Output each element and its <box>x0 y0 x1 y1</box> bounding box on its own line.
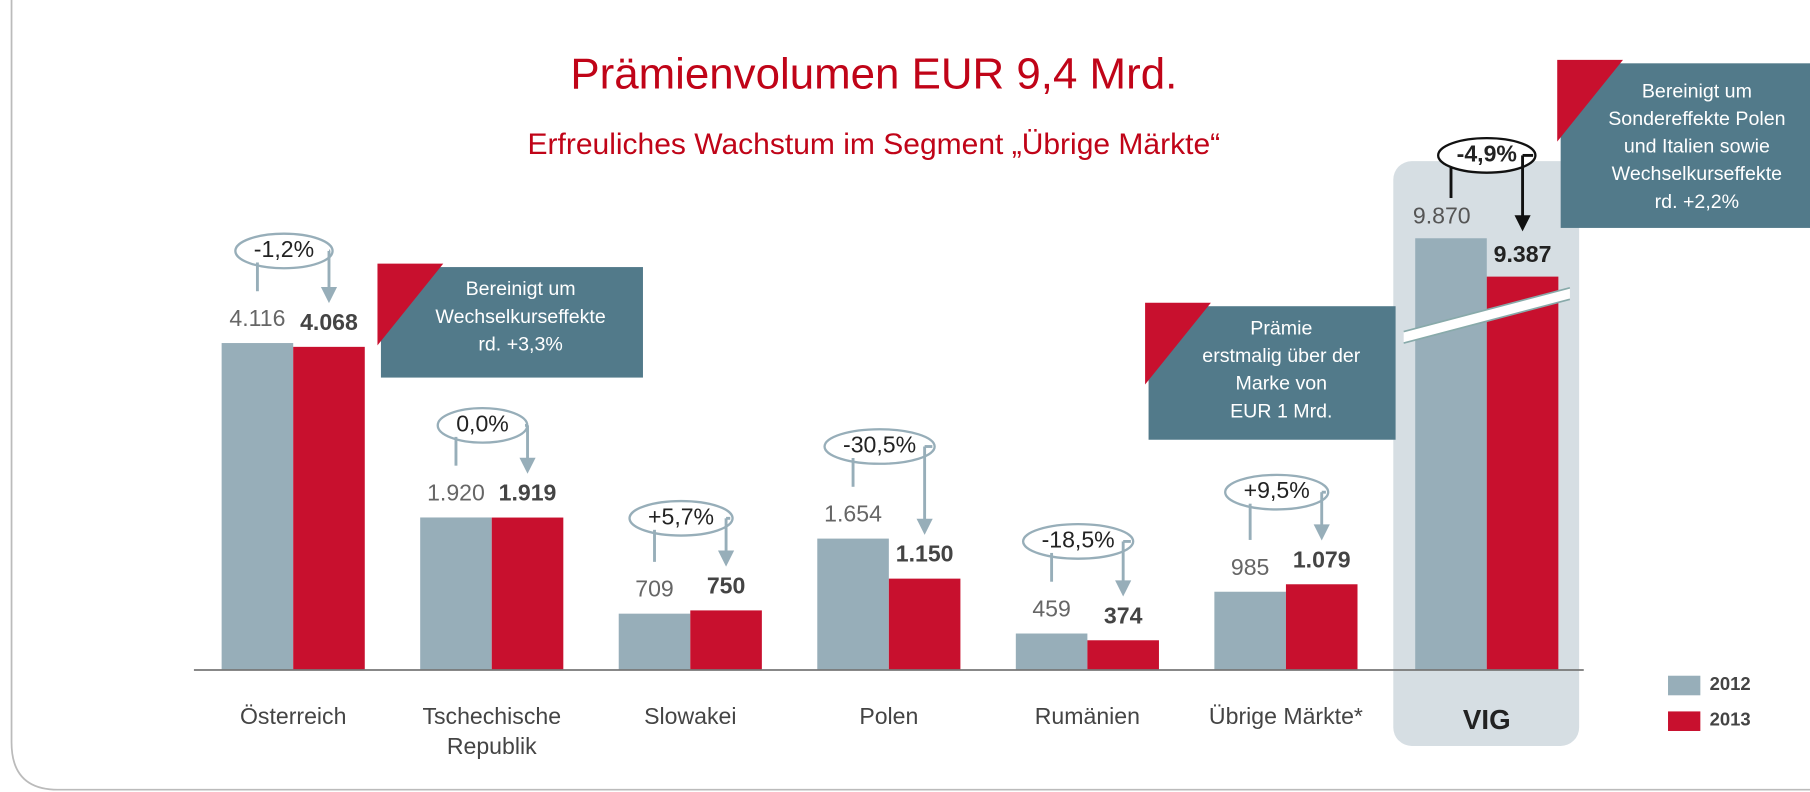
callout-text: und Italien sowie <box>1624 136 1770 158</box>
bar <box>1415 238 1487 670</box>
arrow-head <box>717 550 735 567</box>
value-label: 4.068 <box>300 309 358 335</box>
change-label: -18,5% <box>1042 527 1115 553</box>
bar <box>293 346 365 670</box>
change-label: +5,7% <box>648 503 714 529</box>
change-label: +9,5% <box>1244 477 1310 503</box>
axis-break <box>1403 287 1570 344</box>
x-tick-label: Rumänien <box>1034 704 1141 730</box>
arrow-head <box>320 286 338 304</box>
x-tick-label: Österreich <box>239 704 347 730</box>
x-tick-label: Polen <box>859 704 919 730</box>
change-bubble <box>823 428 936 465</box>
change-bubble <box>234 232 334 270</box>
bar <box>491 517 564 670</box>
bar <box>1214 591 1286 670</box>
change-label: 0,0% <box>456 410 509 436</box>
change-label: -4,9% <box>1457 141 1517 167</box>
callout-text: Prämie <box>1250 317 1312 339</box>
x-tick-label: Tschechische Republik <box>422 704 562 760</box>
value-label: 4.116 <box>229 305 285 331</box>
value-label: 1.079 <box>1293 546 1351 572</box>
value-label: 985 <box>1231 554 1270 580</box>
chart-title: Prämienvolumen EUR 9,4 Mrd. <box>570 50 1177 99</box>
legend-swatch <box>1668 675 1701 696</box>
value-label: 9.387 <box>1494 241 1552 267</box>
x-tick-label: Slowakei <box>644 704 737 730</box>
arrow-head <box>916 518 933 535</box>
value-label: 1.919 <box>499 480 557 506</box>
change-label: -30,5% <box>843 432 916 458</box>
x-tick-label: Übrige Märkte* <box>1208 704 1363 730</box>
arrow-head <box>1514 215 1531 232</box>
slide-frame <box>10 0 1810 791</box>
change-label: -1,2% <box>254 236 314 262</box>
bar <box>690 610 762 670</box>
bar <box>1087 640 1159 670</box>
callout-text: Bereinigt um <box>1642 80 1752 102</box>
bar <box>420 517 492 670</box>
x-tick-label: VIG <box>1463 704 1511 735</box>
arrow-head <box>1313 524 1330 541</box>
value-label: 459 <box>1032 596 1071 622</box>
bar <box>221 343 294 670</box>
callout-text: Sondereffekte Polen <box>1608 108 1785 130</box>
arrow-head <box>519 457 536 474</box>
callout-text: rd. +2,2% <box>1655 191 1739 213</box>
callout-text: EUR 1 Mrd. <box>1230 400 1332 422</box>
value-label: 1.920 <box>427 480 485 506</box>
value-label: 1.654 <box>824 501 882 527</box>
bar <box>618 613 691 670</box>
legend-swatch <box>1668 711 1701 731</box>
chart-subtitle: Erfreuliches Wachstum im Segment „Übrige… <box>528 128 1221 161</box>
callout-text: Bereinigt um <box>466 278 576 300</box>
arrow-head <box>1115 580 1132 597</box>
callout-text: Marke von <box>1236 373 1328 395</box>
value-label: 750 <box>707 572 746 598</box>
legend-label: 2013 <box>1710 709 1751 730</box>
bar <box>1486 276 1559 670</box>
value-label: 9.870 <box>1413 203 1471 229</box>
callout-text: Wechselkurseffekte <box>1612 163 1782 185</box>
change-bubble <box>1437 136 1537 174</box>
legend-label: 2012 <box>1710 673 1751 694</box>
callout-box <box>1560 63 1810 228</box>
callout-text: Wechselkurseffekte <box>435 306 605 328</box>
change-bubble <box>1021 523 1135 560</box>
callout-text: erstmalig über der <box>1202 345 1360 367</box>
value-label: 1.150 <box>896 541 954 567</box>
bar <box>817 538 889 670</box>
change-bubble <box>1224 473 1330 511</box>
bar <box>1015 633 1088 670</box>
bar <box>888 578 961 670</box>
callout-text: rd. +3,3% <box>478 334 562 356</box>
value-label: 709 <box>635 576 674 602</box>
change-bubble <box>628 499 734 537</box>
callout-corner <box>377 263 444 346</box>
axis-break-line <box>1403 298 1571 344</box>
value-label: 374 <box>1104 602 1143 628</box>
bar <box>1285 584 1358 670</box>
axis-break-line <box>1403 286 1571 333</box>
